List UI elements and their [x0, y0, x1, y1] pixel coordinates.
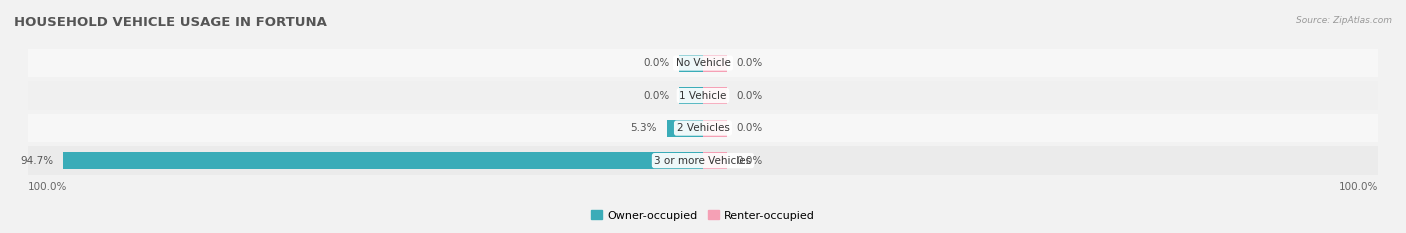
Text: 3 or more Vehicles: 3 or more Vehicles — [654, 156, 752, 166]
Text: HOUSEHOLD VEHICLE USAGE IN FORTUNA: HOUSEHOLD VEHICLE USAGE IN FORTUNA — [14, 16, 328, 29]
Text: Source: ZipAtlas.com: Source: ZipAtlas.com — [1296, 16, 1392, 25]
Bar — [28, 81, 1378, 110]
Bar — [28, 49, 1378, 77]
Bar — [703, 87, 727, 104]
Text: 1 Vehicle: 1 Vehicle — [679, 91, 727, 101]
Text: 94.7%: 94.7% — [20, 156, 53, 166]
Bar — [679, 55, 703, 72]
Bar — [63, 152, 703, 169]
Text: 5.3%: 5.3% — [630, 123, 657, 133]
Text: 0.0%: 0.0% — [737, 123, 763, 133]
Text: 0.0%: 0.0% — [643, 58, 669, 68]
Text: 2 Vehicles: 2 Vehicles — [676, 123, 730, 133]
Text: 0.0%: 0.0% — [643, 91, 669, 101]
Bar — [703, 120, 727, 137]
Text: No Vehicle: No Vehicle — [675, 58, 731, 68]
Bar — [703, 152, 727, 169]
Text: 0.0%: 0.0% — [737, 156, 763, 166]
Legend: Owner-occupied, Renter-occupied: Owner-occupied, Renter-occupied — [586, 206, 820, 225]
Bar — [28, 114, 1378, 142]
Bar — [703, 55, 727, 72]
Bar — [679, 87, 703, 104]
Text: 0.0%: 0.0% — [737, 58, 763, 68]
Text: 100.0%: 100.0% — [28, 182, 67, 192]
Bar — [28, 146, 1378, 175]
Text: 100.0%: 100.0% — [1339, 182, 1378, 192]
Bar — [668, 120, 703, 137]
Text: 0.0%: 0.0% — [737, 91, 763, 101]
